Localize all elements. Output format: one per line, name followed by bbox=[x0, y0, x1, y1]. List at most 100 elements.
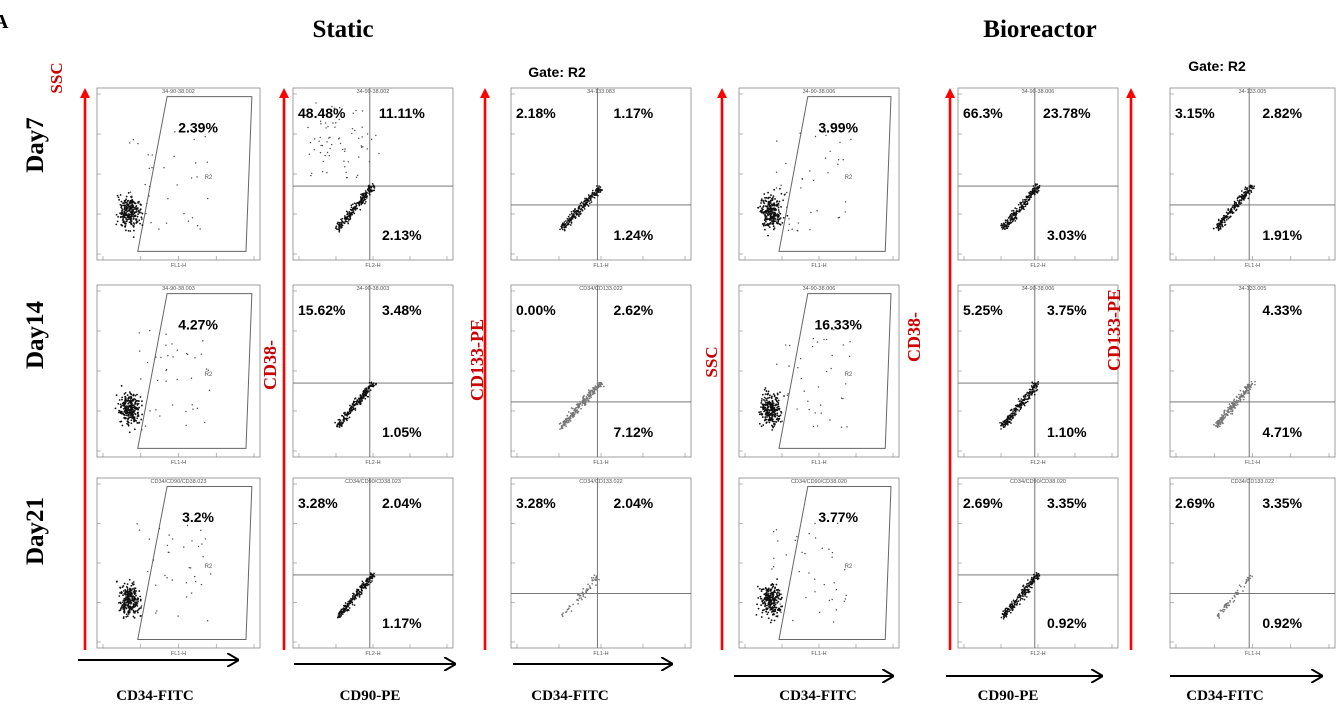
event-dot bbox=[776, 601, 779, 604]
event-dot bbox=[760, 202, 762, 204]
event-dot bbox=[1221, 225, 1224, 228]
event-dot bbox=[1237, 202, 1240, 204]
channel-label: FL2-H bbox=[1030, 651, 1045, 657]
event-dot bbox=[152, 559, 155, 561]
event-dot bbox=[355, 402, 357, 405]
event-dot bbox=[119, 215, 122, 218]
quadrant-ur-percent: 4.33% bbox=[1262, 302, 1302, 318]
event-dot bbox=[364, 586, 366, 588]
event-dot bbox=[1035, 383, 1037, 386]
event-dot bbox=[1000, 616, 1003, 619]
event-dot bbox=[347, 600, 350, 603]
event-dot bbox=[770, 396, 773, 398]
event-dot bbox=[141, 224, 144, 227]
event-dot bbox=[572, 413, 575, 416]
event-dot bbox=[137, 402, 140, 405]
channel-label: FL2-H bbox=[1030, 263, 1045, 269]
event-dot bbox=[1231, 405, 1233, 408]
event-dot bbox=[325, 127, 327, 129]
event-dot bbox=[1032, 580, 1034, 583]
event-dot bbox=[559, 428, 561, 430]
event-dot bbox=[788, 223, 790, 225]
event-dot bbox=[122, 585, 125, 587]
event-dot bbox=[1036, 186, 1039, 189]
quadrant-lr-percent: 1.24% bbox=[614, 227, 654, 243]
event-dot bbox=[324, 154, 326, 157]
event-dot bbox=[760, 604, 763, 606]
event-dot bbox=[348, 210, 351, 213]
event-dot bbox=[127, 418, 129, 421]
event-dot bbox=[785, 344, 787, 346]
event-dot bbox=[129, 142, 131, 144]
event-dot bbox=[768, 603, 771, 606]
event-dot bbox=[587, 400, 590, 403]
event-dot bbox=[581, 404, 584, 406]
event-dot bbox=[599, 191, 602, 193]
sample-id: 34-90-38.002 bbox=[162, 89, 195, 95]
event-dot bbox=[331, 105, 333, 108]
quadrant-ul-percent: 2.69% bbox=[1175, 495, 1215, 511]
event-dot bbox=[845, 383, 847, 385]
sample-id: 34-90-38.006 bbox=[1022, 286, 1055, 292]
event-dot bbox=[844, 211, 847, 213]
event-dot bbox=[1031, 583, 1033, 586]
event-dot bbox=[1249, 388, 1252, 390]
event-dot bbox=[1015, 603, 1018, 606]
event-dot bbox=[582, 595, 585, 598]
event-dot bbox=[120, 200, 123, 203]
event-dot bbox=[1217, 223, 1219, 225]
event-dot bbox=[165, 222, 168, 224]
event-dot bbox=[124, 391, 127, 394]
event-dot bbox=[1036, 382, 1039, 384]
event-dot bbox=[368, 192, 371, 194]
event-dot bbox=[586, 589, 589, 592]
event-dot bbox=[779, 414, 782, 417]
event-dot bbox=[176, 349, 178, 351]
event-dot bbox=[1007, 418, 1009, 420]
event-dot bbox=[805, 596, 807, 599]
event-dot bbox=[770, 588, 773, 591]
event-dot bbox=[1023, 398, 1026, 400]
event-dot bbox=[148, 538, 151, 540]
event-dot bbox=[1027, 589, 1030, 592]
event-dot bbox=[124, 409, 126, 412]
event-dot bbox=[372, 184, 375, 187]
event-dot bbox=[1026, 202, 1029, 204]
event-dot bbox=[1004, 221, 1007, 224]
event-dot bbox=[1223, 411, 1226, 413]
event-dot bbox=[124, 396, 127, 399]
event-dot bbox=[584, 197, 586, 200]
event-dot bbox=[1008, 610, 1010, 613]
event-dot bbox=[338, 107, 341, 109]
event-dot bbox=[808, 572, 810, 574]
event-dot bbox=[844, 598, 847, 600]
event-dot bbox=[193, 138, 195, 141]
event-dot bbox=[1242, 197, 1245, 199]
event-dot bbox=[183, 546, 185, 548]
event-dot bbox=[1240, 202, 1243, 204]
event-dot bbox=[1232, 601, 1235, 603]
event-dot bbox=[338, 221, 341, 224]
event-dot bbox=[1248, 187, 1251, 189]
event-dot bbox=[771, 428, 774, 431]
event-dot bbox=[564, 423, 567, 425]
event-dot bbox=[828, 599, 831, 602]
gate-percent: 3.2% bbox=[182, 509, 214, 525]
event-dot bbox=[1029, 192, 1032, 195]
event-dot bbox=[1031, 586, 1033, 589]
event-dot bbox=[1016, 597, 1019, 599]
event-dot bbox=[133, 587, 135, 589]
event-dot bbox=[837, 159, 840, 161]
event-dot bbox=[823, 338, 825, 341]
event-dot bbox=[133, 229, 135, 232]
event-dot bbox=[1002, 223, 1004, 226]
event-dot bbox=[764, 387, 767, 389]
event-dot bbox=[1248, 577, 1251, 580]
event-dot bbox=[764, 602, 766, 605]
event-dot bbox=[185, 582, 188, 584]
event-dot bbox=[350, 409, 353, 412]
event-dot bbox=[1227, 406, 1229, 409]
event-dot bbox=[318, 140, 320, 142]
event-dot bbox=[155, 612, 157, 614]
event-dot bbox=[770, 409, 772, 412]
